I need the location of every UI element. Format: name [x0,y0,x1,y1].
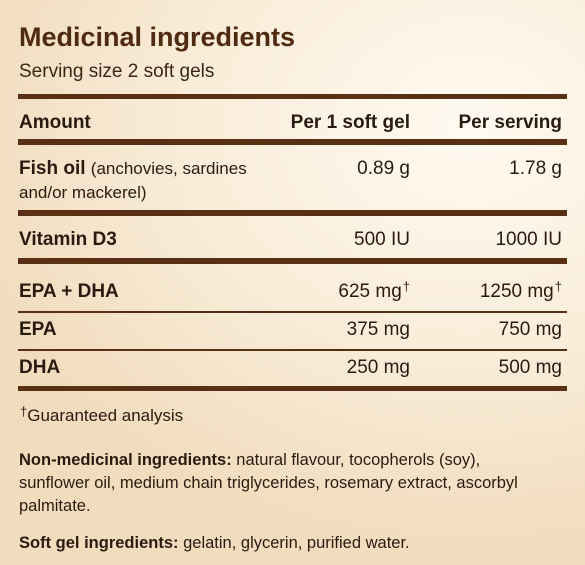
cell: 625 mg† [338,279,410,303]
text: gelatin, glycerin, purified water. [183,534,410,552]
rule [18,139,567,145]
cell: 250 mg [346,357,410,378]
soft-gel: Soft gel ingredients: gelatin, glycerin,… [19,532,539,555]
rule [18,258,567,264]
cell: 1.78 g [509,158,562,179]
dagger: † [554,279,562,294]
row-name: EPA [19,319,57,340]
non-medicinal: Non-medicinal ingredients: natural flavo… [19,449,539,518]
footnote: †Guaranteed analysis [19,404,184,426]
text: natural flavour, tocopherols (soy), sunf… [19,451,518,515]
dagger: † [402,279,410,294]
cell: 0.89 g [357,158,410,179]
value: 625 mg [338,281,402,302]
footnote-text: Guaranteed analysis [27,406,184,425]
rule [18,94,567,99]
row-name: Fish oil (anchovies, sardines and/or mac… [19,157,299,205]
value: 1250 mg [479,281,554,302]
header-cell: Per serving [458,112,563,133]
row-name: EPA + DHA [19,281,119,302]
rule [18,349,567,351]
cell: 500 mg [498,357,562,378]
rule [18,386,567,391]
row-name: DHA [19,357,61,378]
row-name: Vitamin D3 [19,229,117,250]
label: Non-medicinal ingredients: [19,451,232,469]
label: Soft gel ingredients: [19,534,179,552]
note: (anchovies, sardines and/or mackerel) [19,159,247,202]
name: Fish oil [19,158,86,179]
header-cell: Per 1 soft gel [290,112,410,133]
cell: 1000 IU [495,229,562,250]
cell: 750 mg [498,319,562,340]
cell: 1250 mg† [479,279,562,303]
rule [18,210,567,216]
subtitle: Serving size 2 soft gels [19,61,215,82]
cell: 500 IU [354,229,410,250]
cell: 375 mg [346,319,410,340]
rule [18,311,567,313]
header-cell: Amount [19,112,91,133]
dagger: † [20,404,28,419]
title: Medicinal ingredients [19,22,296,52]
